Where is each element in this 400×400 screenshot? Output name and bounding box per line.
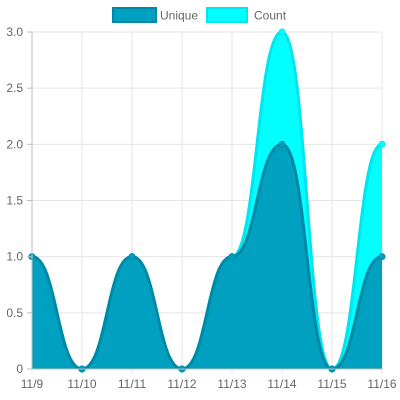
x-tick-label-4: 11/13: [217, 377, 246, 391]
point-count-7[interactable]: [378, 140, 386, 148]
legend-item-unique[interactable]: Unique: [112, 7, 198, 23]
y-tick-label-6: 3.0: [6, 25, 23, 39]
legend-swatch-unique: [112, 7, 157, 23]
point-unique-7[interactable]: [378, 253, 386, 261]
point-unique-5[interactable]: [278, 140, 286, 148]
x-tick-label-2: 11/11: [118, 377, 147, 391]
y-tick-label-0: 0: [16, 362, 23, 376]
x-tick-label-5: 11/14: [267, 377, 296, 391]
x-axis: 11/9 11/10 11/11 11/12 11/13 11/14 11/15 11/16: [21, 368, 397, 391]
x-tick-label-0: 11/9: [21, 377, 44, 391]
x-tick-label-7: 11/16: [367, 377, 396, 391]
legend-swatch-count: [206, 7, 248, 23]
point-count-5[interactable]: [278, 28, 286, 36]
y-tick-label-5: 2.5: [6, 81, 23, 95]
point-unique-4[interactable]: [228, 253, 236, 261]
point-unique-2[interactable]: [128, 253, 136, 261]
x-tick-label-1: 11/10: [67, 377, 96, 391]
legend-label-count: Count: [254, 9, 287, 23]
legend-item-count[interactable]: Count: [206, 7, 287, 23]
series-area-unique: [32, 144, 382, 369]
y-tick-label-1: 0.5: [6, 306, 23, 320]
y-tick-label-3: 1.5: [6, 194, 23, 208]
series-line-unique: [31, 142, 383, 371]
legend: Unique Count: [112, 7, 287, 23]
y-tick-label-4: 2.0: [6, 137, 23, 151]
x-tick-label-3: 11/12: [167, 377, 196, 391]
y-axis: 0 0.5 1.0 1.5 2.0 2.5 3.0: [6, 25, 33, 376]
y-tick-label-2: 1.0: [6, 250, 23, 264]
legend-label-unique: Unique: [160, 9, 198, 23]
x-tick-label-6: 11/15: [317, 377, 346, 391]
